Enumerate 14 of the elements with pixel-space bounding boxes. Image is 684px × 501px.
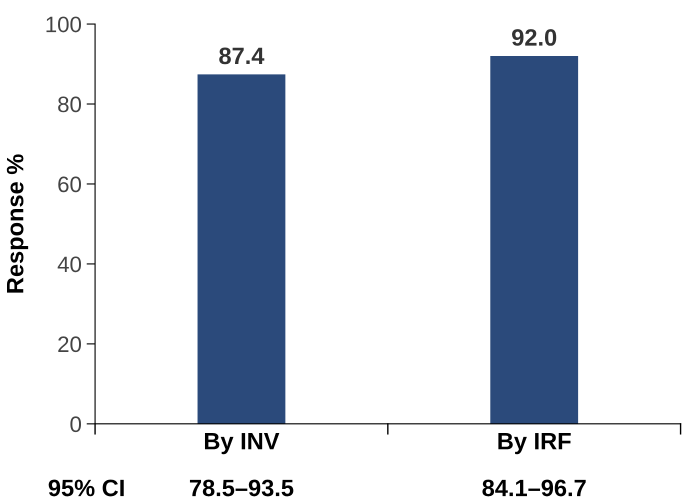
text: 84.1–96.7 xyxy=(482,480,586,496)
y-tick-label: 40 xyxy=(58,256,82,272)
text: 78.5–93.5 xyxy=(190,480,294,496)
y-tick-label: 0 xyxy=(70,416,82,432)
data-label: 87.4 xyxy=(219,47,264,64)
text: 95% CI xyxy=(48,480,124,496)
y-tick-label: 60 xyxy=(58,176,82,192)
y-tick-label: 80 xyxy=(58,96,82,112)
data-label: 92.0 xyxy=(512,29,556,46)
x-tick-label: By IRF xyxy=(498,433,571,454)
x-tick-label: By INV xyxy=(204,433,280,454)
y-axis-title: Response % xyxy=(6,154,28,293)
y-tick-label: 20 xyxy=(58,336,82,352)
y-tick-label: 100 xyxy=(46,16,82,32)
